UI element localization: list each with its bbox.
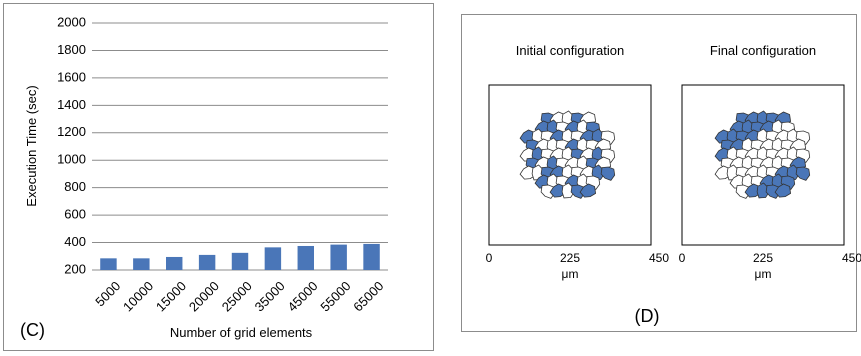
x-tick-label: 225 — [753, 251, 773, 265]
x-tick-label: 20000 — [186, 278, 222, 314]
bar — [363, 243, 380, 270]
x-axis-title: Number of grid elements — [170, 325, 313, 340]
cell-active — [765, 184, 781, 199]
y-tick-label: 1000 — [57, 152, 86, 167]
y-tick-label: 200 — [64, 261, 86, 276]
x-tick-label: 0 — [486, 251, 493, 265]
x-tick-label: 65000 — [350, 278, 386, 314]
bar — [133, 258, 150, 270]
y-tick-label: 2000 — [57, 14, 86, 29]
x-tick-label: 25000 — [219, 278, 255, 314]
cell-active — [774, 183, 792, 198]
bar — [198, 254, 216, 270]
chart-panel-c: 200 400 600 800 1000 1200 1400 1600 1800 2000 5000… — [3, 3, 434, 351]
x-tick-label: 55000 — [317, 278, 353, 314]
cell-active — [579, 183, 597, 198]
x-tick-label: 45000 — [285, 278, 321, 314]
unit-label: μm — [755, 267, 772, 281]
unit-label: μm — [562, 267, 579, 281]
y-axis-title: Execution Time (sec) — [24, 85, 39, 206]
configuration-title: Final configuration — [710, 43, 816, 58]
configuration-plots: Initial configuration 0 225 450 μm Final conf… — [486, 43, 861, 326]
y-tick-label: 1800 — [57, 42, 86, 57]
panel-label: (D) — [635, 306, 660, 326]
bar — [330, 244, 347, 270]
bar — [264, 247, 282, 270]
bar — [166, 256, 183, 270]
cell-cluster — [519, 110, 616, 199]
panel-label: (C) — [20, 320, 45, 340]
y-tick-label: 800 — [64, 179, 86, 194]
x-tick-label: 10000 — [120, 278, 156, 314]
cell-active — [570, 184, 586, 199]
cell-inactive — [540, 184, 556, 199]
y-tick-label: 1600 — [57, 69, 86, 84]
bar — [100, 258, 117, 270]
y-tick-label: 600 — [64, 207, 86, 222]
x-tick-label: 5000 — [92, 278, 123, 309]
bar — [231, 252, 249, 270]
cell-inactive — [735, 184, 751, 199]
y-tick-label: 1400 — [57, 97, 86, 112]
cell-active — [795, 166, 811, 181]
bar — [297, 245, 314, 270]
x-tick-label: 35000 — [252, 278, 288, 314]
configuration-title: Initial configuration — [516, 43, 624, 58]
y-tick-label: 1200 — [57, 124, 86, 139]
y-tick-label: 400 — [64, 234, 86, 249]
x-tick-label: 450 — [842, 251, 861, 265]
cell-cluster — [714, 110, 811, 199]
x-tick-label: 15000 — [153, 278, 189, 314]
x-tick-label: 0 — [679, 251, 686, 265]
x-tick-label: 450 — [649, 251, 669, 265]
x-tick-label: 225 — [560, 251, 580, 265]
cell-active — [600, 166, 616, 181]
bar-chart: 200 400 600 800 1000 1200 1400 1600 1800 2000 5000… — [20, 14, 388, 340]
configuration-panel-d: Initial configuration 0 225 450 μm Final conf… — [461, 14, 861, 332]
